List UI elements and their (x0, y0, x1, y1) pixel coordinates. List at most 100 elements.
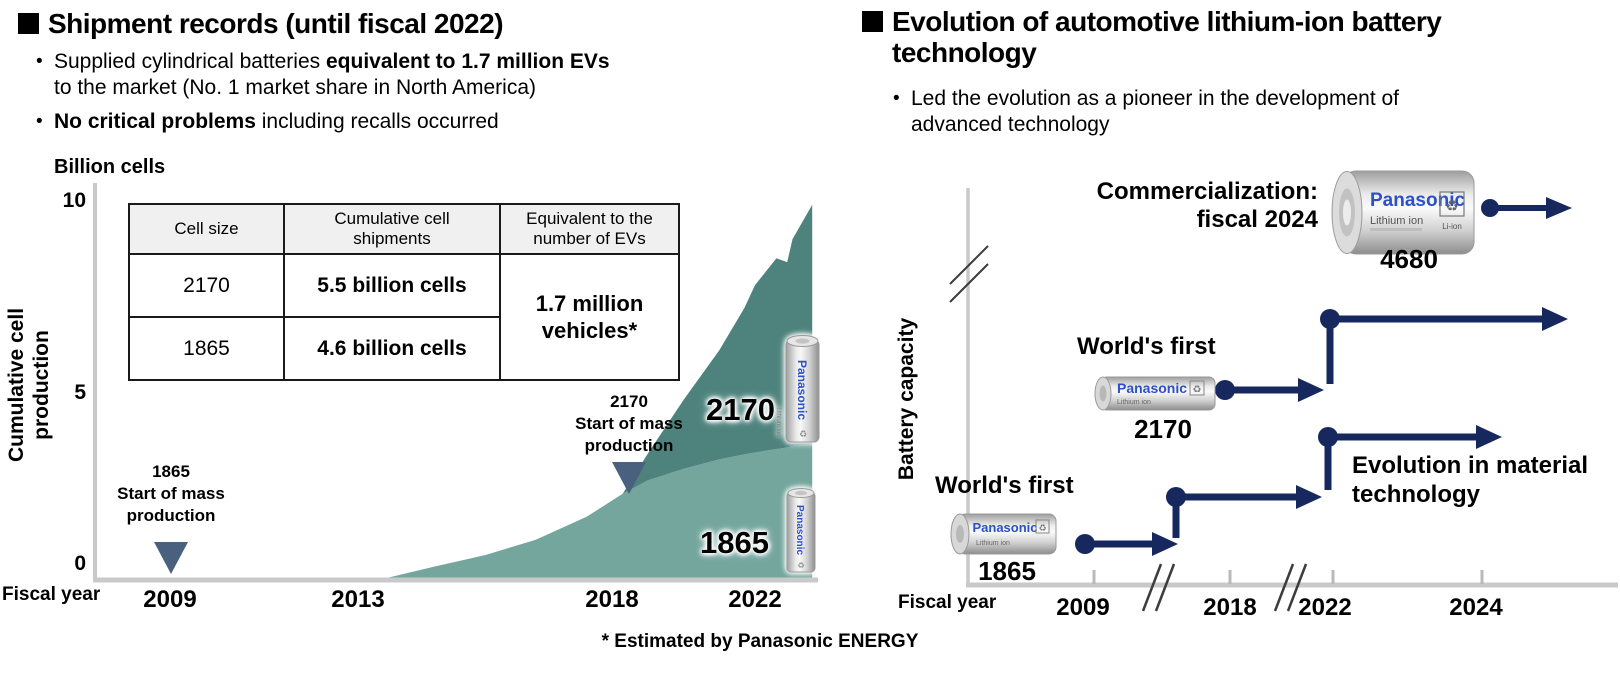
y-label-line1: Cumulative cell (5, 307, 28, 463)
ann-line: Start of mass (575, 414, 683, 433)
area-series-1865 (378, 444, 813, 580)
battery-liion-text: Li-ion (1442, 222, 1462, 231)
right-x-tick-2009: 2009 (1056, 594, 1110, 621)
caption-line: fiscal 2024 (1196, 206, 1318, 233)
col-header-shipments: Cumulative cell shipments (283, 203, 501, 255)
left-x-tick-2022: 2022 (728, 586, 782, 613)
recycle-icon: ♻ (1038, 523, 1046, 533)
y-tick-5: 5 (74, 381, 86, 404)
battery-brand-text: Panasonic (794, 505, 805, 555)
y-tick-10: 10 (62, 189, 86, 212)
battery-chem-text: Lithium ion (1117, 399, 1151, 406)
battery-image-1865-horizontal: Panasonic Lithium ion ♻ (950, 513, 1057, 555)
battery-image-2170-vertical: Panasonic Lithium ion ♻ (775, 335, 820, 443)
shipments-1865: 4.6 billion cells (283, 316, 501, 381)
area-series-2170 (622, 204, 813, 494)
left-unit-label: Billion cells (54, 156, 166, 178)
bullet1-line2: to the market (No. 1 market share in Nor… (54, 76, 537, 99)
evolution-annotation: Evolution in material technology (1352, 451, 1620, 509)
right-title-line1: Evolution of automotive lithium-ion batt… (892, 6, 1442, 37)
battery-image-2170-horizontal: Panasonic Lithium ion ♻ (1094, 376, 1216, 411)
left-fiscal-year-label: Fiscal year (2, 584, 101, 605)
evs-merged-cell: 1.7 million vehicles* (499, 253, 680, 381)
y-label-line2: production (30, 330, 53, 440)
cell-size-1865: 1865 (128, 316, 285, 381)
marker-1865-start-icon (154, 542, 188, 574)
battery-brand-text: Panasonic (1117, 380, 1187, 396)
marker-2170-start-icon (612, 462, 646, 494)
x-axis-break-icon (1286, 563, 1308, 612)
battery-chem-text: Lithium ion (976, 540, 1010, 547)
right-x-tick-2018: 2018 (1203, 594, 1257, 621)
footnote: * Estimated by Panasonic ENERGY (601, 631, 919, 652)
evs-text: 1.7 million vehicles* (535, 291, 644, 343)
left-bullet-2: • No critical problems including recalls … (36, 109, 756, 135)
right-x-tick-2022: 2022 (1298, 594, 1352, 621)
bullet1-bold-text: equivalent to 1.7 million EVs (325, 50, 610, 73)
right-bullet-line1: Led the evolution as a pioneer in the de… (911, 87, 1400, 110)
annotation-2170-start: 2170 Start of mass production (545, 391, 713, 457)
worlds-first-1865: World's first (935, 472, 1074, 499)
right-fiscal-year-label: Fiscal year (898, 592, 997, 613)
label-1865: 1865 (978, 556, 1036, 586)
title-square-icon (18, 13, 39, 34)
timeline-4680 (1481, 197, 1572, 219)
right-y-axis-label: Battery capacity (895, 317, 918, 481)
recycle-icon: ♻ (797, 561, 804, 570)
x-axis-break-icon (1154, 563, 1176, 612)
shipments-table: Cell size Cumulative cell shipments Equi… (128, 203, 680, 381)
table-row: 2170 5.5 billion cells 1.7 million vehic… (128, 253, 680, 381)
table-header-row: Cell size Cumulative cell shipments Equi… (128, 203, 680, 255)
col-header-evs: Equivalent to the number of EVs (499, 203, 680, 255)
recycle-icon: ♻ (1193, 385, 1202, 396)
bullet-icon: • (893, 88, 900, 109)
table-row: 1865 4.6 billion cells (128, 316, 679, 381)
bullet-icon: • (36, 51, 43, 72)
x-axis-break-icon (1273, 563, 1295, 612)
annotation-1865-start: 1865 Start of mass production (95, 461, 247, 527)
battery-chem-text: Lithium ion (775, 407, 781, 436)
timeline-2170 (1215, 307, 1568, 402)
area-label-1865: 1865 (700, 525, 769, 560)
right-bullet: • Led the evolution as a pioneer in the d… (893, 86, 1533, 138)
y-axis-break-icon (949, 263, 989, 303)
battery-brand-text: Panasonic (795, 360, 809, 420)
right-bullet-line2: advanced technology (911, 113, 1110, 136)
worlds-first-2170: World's first (1077, 333, 1216, 360)
label-4680: 4680 (1380, 244, 1438, 274)
bullet2-bold-text: No critical problems (54, 110, 256, 133)
evolution-line1: Evolution in material (1352, 452, 1589, 479)
right-x-tick-2024: 2024 (1449, 594, 1503, 621)
battery-image-4680: Panasonic Lithium ion ♻ Li-ion (1331, 170, 1475, 255)
ann-line: Start of mass (117, 484, 225, 503)
title-square-icon (862, 11, 883, 32)
area-label-2170: 2170 (706, 392, 775, 427)
col-header-cell-size: Cell size (128, 203, 285, 255)
bullet-icon: • (36, 111, 43, 132)
battery-brand-text: Panasonic (972, 520, 1037, 535)
caption-line: Commercialization: (1096, 178, 1318, 205)
ann-line: 1865 (152, 462, 190, 481)
evolution-line2: technology (1352, 481, 1481, 508)
label-2170: 2170 (1134, 414, 1192, 444)
timeline-1865 (1075, 425, 1502, 556)
bullet2-text: including recalls occurred (255, 110, 499, 133)
ann-line: production (126, 506, 216, 525)
left-title: Shipment records (until fiscal 2022) (18, 8, 504, 39)
battery-brand-text: Panasonic (1370, 190, 1465, 211)
recycle-icon: ♻ (1445, 198, 1458, 215)
left-x-tick-2018: 2018 (585, 586, 639, 613)
x-axis-break-icon (1141, 563, 1163, 612)
left-y-axis-label: Cumulative cell production (4, 265, 60, 505)
y-tick-0: 0 (74, 552, 86, 575)
left-bullet-1: • Supplied cylindrical batteries equivale… (36, 49, 756, 101)
y-axis-break-icon (949, 245, 989, 285)
bullet1-text: Supplied cylindrical batteries (54, 50, 326, 73)
left-x-tick-2013: 2013 (331, 586, 385, 613)
battery-chem-text: Lithium ion (1370, 215, 1423, 227)
commercialization-caption: Commercialization: fiscal 2024 (1040, 178, 1318, 234)
header-text: Cumulative cell shipments (334, 209, 450, 248)
left-x-tick-2009: 2009 (143, 586, 197, 613)
